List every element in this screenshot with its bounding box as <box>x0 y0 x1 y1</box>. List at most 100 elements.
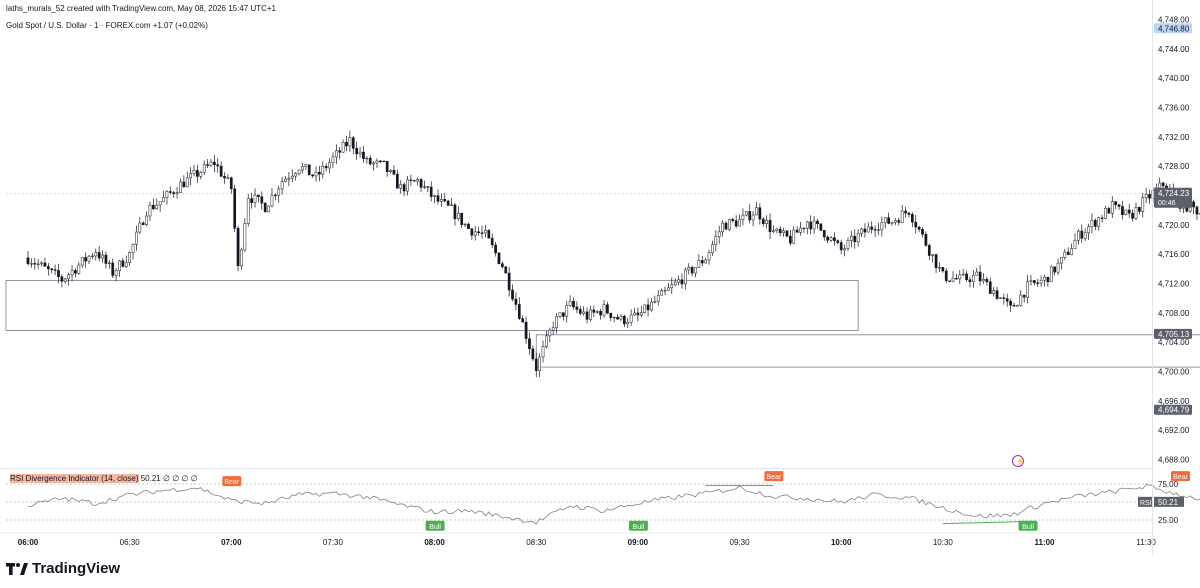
candle-body <box>755 207 758 216</box>
candle-body <box>721 222 724 233</box>
candle-body <box>968 279 972 282</box>
candle-body <box>748 211 752 221</box>
candle-body <box>290 175 294 179</box>
candle-body <box>795 229 799 233</box>
candle-body <box>257 194 260 197</box>
candle-body <box>578 309 582 314</box>
candle-body <box>131 244 135 253</box>
candle-body <box>1060 257 1063 264</box>
candle-body <box>91 255 94 258</box>
candle-body <box>409 179 413 181</box>
candle-body <box>761 218 765 225</box>
candle-body <box>202 164 206 173</box>
candle-body <box>226 177 230 179</box>
candle-body <box>853 235 857 243</box>
bull-signal-label: Bull <box>1022 524 1034 531</box>
candle-body <box>236 227 240 267</box>
time-tick-label: 08:00 <box>424 538 445 547</box>
lightning-glyph: ⚡ <box>1016 456 1026 466</box>
candle-body <box>1131 213 1134 219</box>
candle-body <box>687 267 691 271</box>
symbol-legend[interactable]: Gold Spot / U.S. Dollar · 1 · FOREX.com … <box>6 21 208 30</box>
current-price-tag-bg <box>1154 187 1192 208</box>
price-tick-label: 4,712.00 <box>1158 279 1190 288</box>
candle-body <box>1124 209 1128 215</box>
candle-body <box>1093 220 1097 227</box>
candle-body <box>365 157 369 160</box>
candle-body <box>894 220 897 223</box>
candle-body <box>389 170 392 173</box>
price-chart[interactable]: ⚡ BullBullBullBullBearBearBearBearBearBe… <box>0 0 1200 556</box>
candle-body <box>80 257 84 266</box>
candle-body <box>1087 226 1090 234</box>
candle-body <box>307 164 311 176</box>
price-tick-label: 4,748.00 <box>1158 16 1190 25</box>
candle-body <box>114 270 118 276</box>
candle-body <box>1066 251 1070 255</box>
indicator-legend[interactable]: RSI Divergence Indicator (14, close) 50.… <box>10 474 198 483</box>
candle-body <box>334 150 338 158</box>
candle-body <box>101 254 104 259</box>
bull-signal-badge <box>425 520 445 531</box>
candle-body <box>436 195 440 202</box>
candle-body <box>653 301 657 303</box>
candle-body <box>768 219 772 233</box>
candle-body <box>318 171 321 175</box>
bear-signal-badge <box>222 476 242 487</box>
indicator-extra: ∅ ∅ ∅ ∅ <box>163 474 198 483</box>
candle-body <box>385 160 389 173</box>
candle-body <box>250 198 253 203</box>
candle-body <box>351 137 355 149</box>
candle-body <box>328 162 331 169</box>
pane-separator[interactable] <box>0 468 1152 469</box>
time-tick-label: 11:30 <box>1136 538 1156 547</box>
tradingview-logo-icon <box>6 562 28 575</box>
candle-body <box>836 240 840 243</box>
candle-body <box>121 260 125 267</box>
candle-body <box>1005 298 1009 302</box>
candle-body <box>995 290 999 299</box>
candle-body <box>700 260 704 264</box>
candle-body <box>517 304 521 319</box>
candle-body <box>694 267 697 274</box>
candle-body <box>43 262 47 267</box>
candle-body <box>514 298 518 305</box>
bear-signal-label: Bear <box>224 479 239 486</box>
candle-body <box>568 300 572 306</box>
candle-body <box>717 231 721 237</box>
time-tick-label: 10:00 <box>831 538 852 547</box>
candle-body <box>805 221 809 229</box>
candle-body <box>826 236 829 241</box>
time-tick-label: 06:30 <box>120 538 141 547</box>
candle-body <box>243 223 247 251</box>
candle-body <box>1009 301 1012 306</box>
candle-body <box>639 312 643 316</box>
candle-body <box>490 237 494 246</box>
candle-body <box>63 278 67 282</box>
bear-signal-label: Bear <box>1173 474 1188 481</box>
candle-body <box>714 236 718 245</box>
candle-body <box>646 304 650 311</box>
candle-body <box>677 279 680 283</box>
candle-body <box>782 230 785 234</box>
candle-body <box>314 171 318 177</box>
price-tick-label: 4,728.00 <box>1158 162 1190 171</box>
candle-body <box>545 335 548 347</box>
candle-body <box>1144 194 1148 198</box>
candle-body <box>907 212 911 215</box>
candle-body <box>412 180 416 182</box>
candle-body <box>775 228 779 232</box>
candle-body <box>1077 230 1080 241</box>
candle-body <box>1127 209 1131 214</box>
candle-body <box>809 221 813 230</box>
price-tick-label: 4,708.00 <box>1158 309 1190 318</box>
candle-body <box>904 210 907 214</box>
candle-body <box>799 227 802 233</box>
candle-body <box>294 173 298 177</box>
candle-body <box>138 222 142 233</box>
price-tick-label: 4,744.00 <box>1158 45 1190 54</box>
candle-body <box>263 202 267 213</box>
candle-body <box>355 148 359 155</box>
candle-body <box>992 290 996 294</box>
candle-body <box>822 230 826 238</box>
